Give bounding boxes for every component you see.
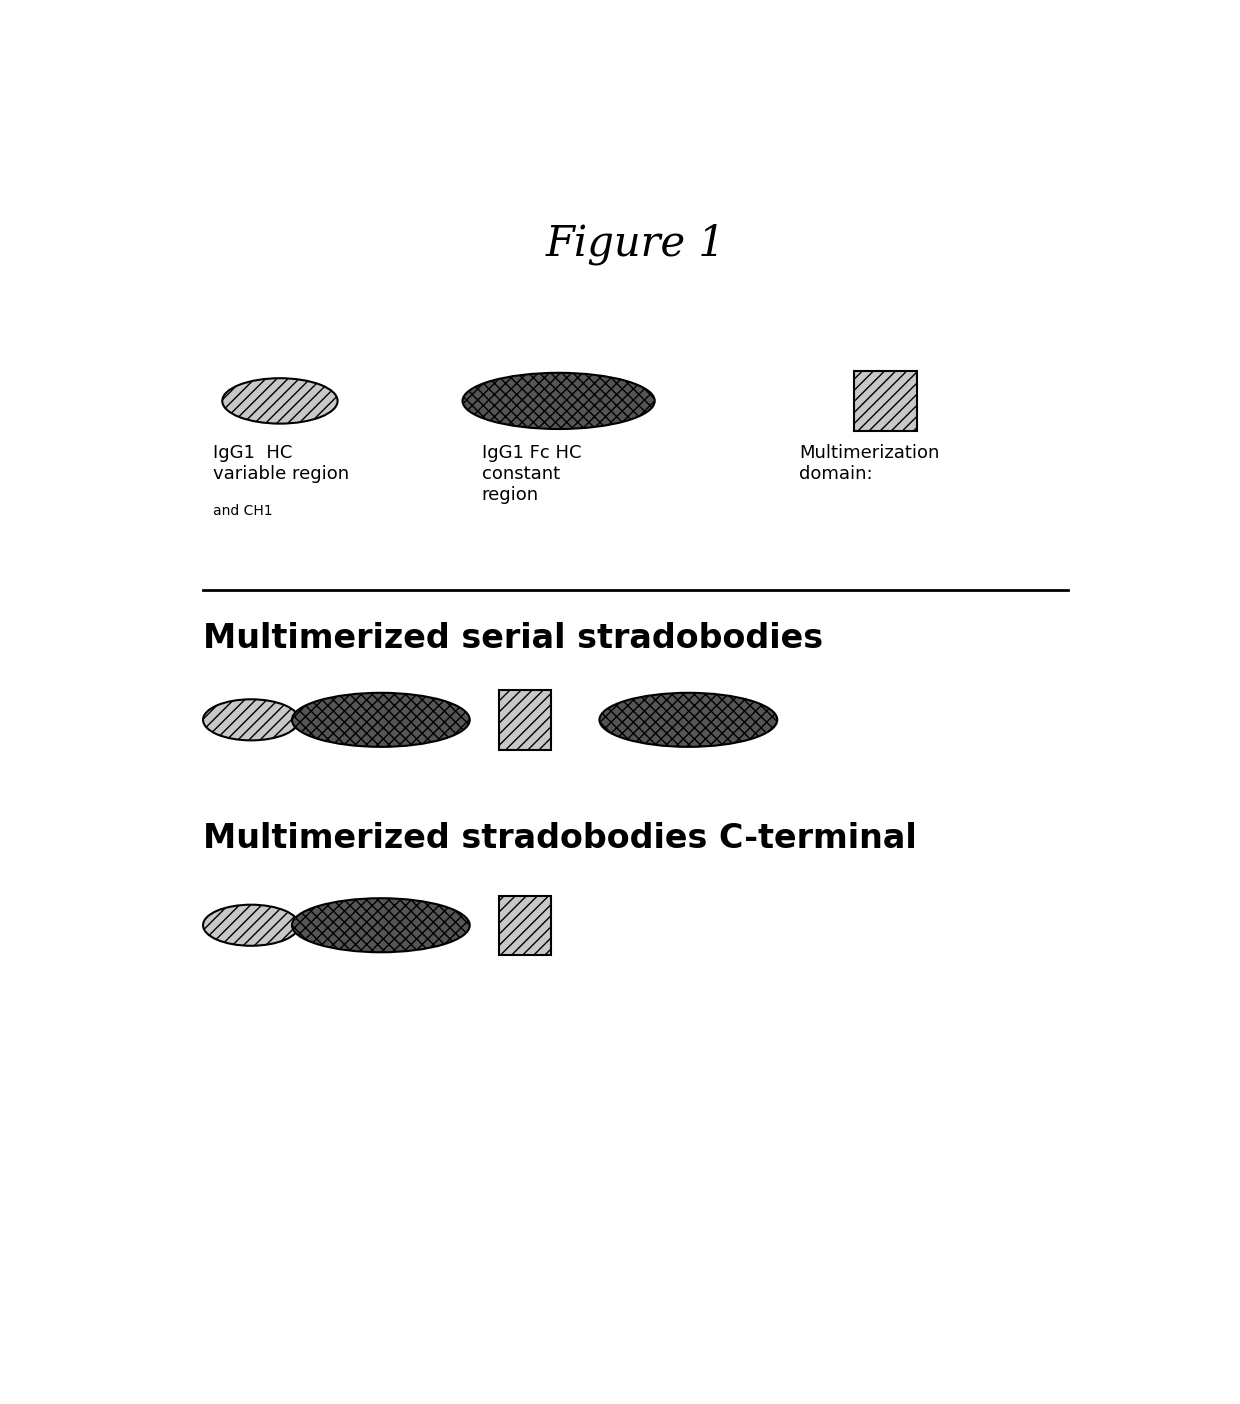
- Ellipse shape: [463, 373, 655, 430]
- Ellipse shape: [291, 899, 470, 952]
- Ellipse shape: [203, 699, 299, 740]
- Ellipse shape: [599, 692, 777, 747]
- Ellipse shape: [203, 904, 299, 946]
- Text: and CH1: and CH1: [213, 504, 273, 518]
- Ellipse shape: [222, 378, 337, 424]
- Text: Multimerized serial stradobodies: Multimerized serial stradobodies: [203, 622, 823, 656]
- Bar: [854, 371, 916, 431]
- Text: Figure 1: Figure 1: [546, 223, 725, 265]
- Text: IgG1 Fc HC
constant
region: IgG1 Fc HC constant region: [481, 444, 582, 504]
- Bar: [498, 691, 552, 750]
- Bar: [498, 896, 552, 955]
- Text: IgG1  HC
variable region: IgG1 HC variable region: [213, 444, 348, 483]
- Text: Multimerization
domain:: Multimerization domain:: [799, 444, 939, 483]
- Ellipse shape: [291, 692, 470, 747]
- Text: Multimerized stradobodies C-terminal: Multimerized stradobodies C-terminal: [203, 823, 916, 855]
